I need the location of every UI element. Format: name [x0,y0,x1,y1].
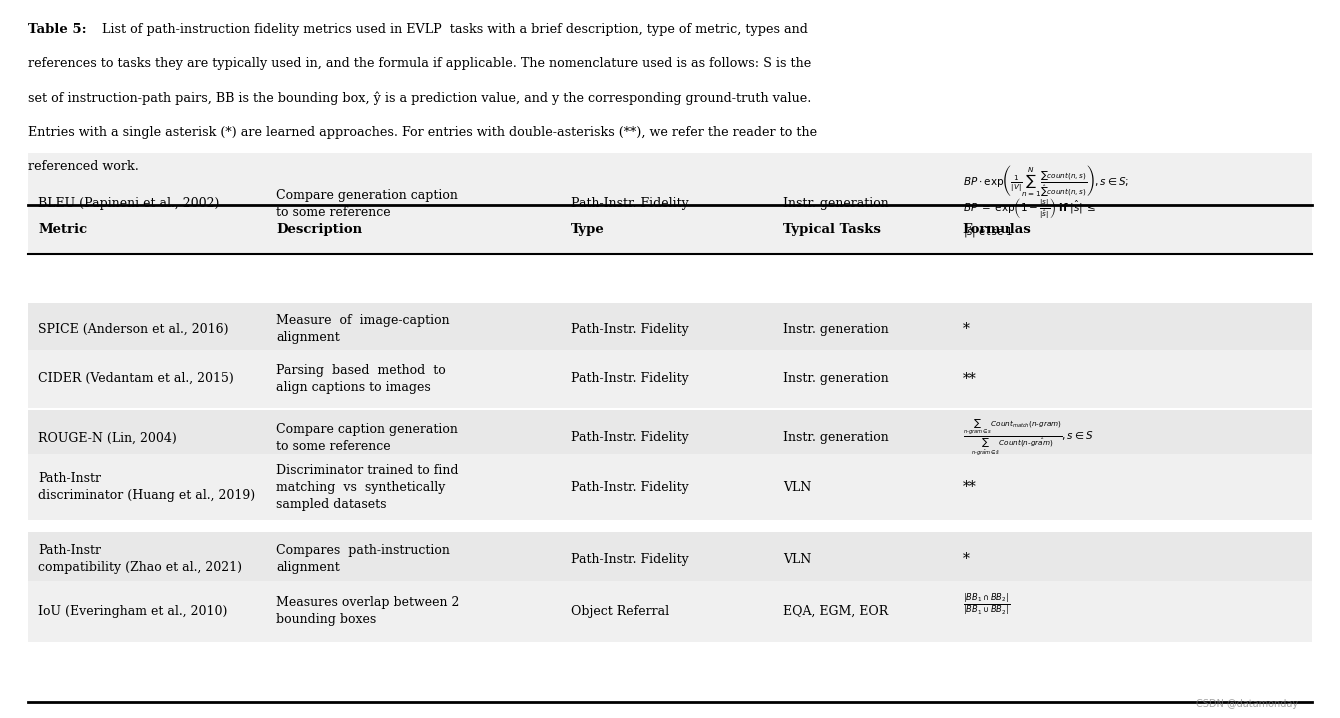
Text: $BP \cdot \exp\!\left(\frac{1}{|V|}\sum_{n=1}^{N} \frac{\sum count(n,s)}{\hat{\s: $BP \cdot \exp\!\left(\frac{1}{|V|}\sum_… [962,164,1128,200]
Text: Instr. generation: Instr. generation [783,323,888,336]
Text: Table 5:: Table 5: [28,23,87,36]
Text: VLN: VLN [783,553,811,566]
FancyBboxPatch shape [28,350,1312,408]
Text: EQA, EGM, EOR: EQA, EGM, EOR [783,605,888,617]
Text: **: ** [962,480,977,494]
FancyBboxPatch shape [28,411,1312,465]
Text: Path-Instr. Fidelity: Path-Instr. Fidelity [571,432,689,444]
Text: Formulas: Formulas [962,223,1032,236]
Text: Object Referral: Object Referral [571,605,669,617]
Text: CSDN @datamonday: CSDN @datamonday [1197,699,1298,709]
Text: SPICE (Anderson et al., 2016): SPICE (Anderson et al., 2016) [39,323,229,336]
Text: **: ** [962,372,977,386]
Text: Metric: Metric [39,223,87,236]
Text: IoU (Everingham et al., 2010): IoU (Everingham et al., 2010) [39,605,228,617]
Text: Description: Description [276,223,362,236]
Text: Instr. generation: Instr. generation [783,432,888,444]
Text: Path-Instr
compatibility (Zhao et al., 2021): Path-Instr compatibility (Zhao et al., 2… [39,544,243,574]
Text: List of path-instruction fidelity metrics used in EVLP  tasks with a brief descr: List of path-instruction fidelity metric… [102,23,808,36]
Text: Typical Tasks: Typical Tasks [783,223,880,236]
FancyBboxPatch shape [28,454,1312,521]
Text: Measure  of  image-caption
alignment: Measure of image-caption alignment [276,314,449,345]
Text: Instr. generation: Instr. generation [783,372,888,385]
FancyBboxPatch shape [28,532,1312,587]
Text: Path-Instr. Fidelity: Path-Instr. Fidelity [571,323,689,336]
Text: ROUGE-N (Lin, 2004): ROUGE-N (Lin, 2004) [39,432,177,444]
Text: Compares  path-instruction
alignment: Compares path-instruction alignment [276,544,450,574]
Text: Entries with a single asterisk (*) are learned approaches. For entries with doub: Entries with a single asterisk (*) are l… [28,126,817,139]
Text: Instr. generation: Instr. generation [783,197,888,210]
FancyBboxPatch shape [28,153,1312,254]
Text: set of instruction-path pairs, BB is the bounding box, ŷ is a prediction value, : set of instruction-path pairs, BB is the… [28,91,812,105]
Text: $\frac{\sum_{n\text{-}gram\in s}Count_{match}(n\text{-}gram)}{\sum_{n\text{-}\ha: $\frac{\sum_{n\text{-}gram\in s}Count_{m… [962,417,1093,458]
Text: BLEU (Papineni et al., 2002): BLEU (Papineni et al., 2002) [39,197,220,210]
FancyBboxPatch shape [28,581,1312,642]
Text: CIDER (Vedantam et al., 2015): CIDER (Vedantam et al., 2015) [39,372,234,385]
Text: Path-Instr. Fidelity: Path-Instr. Fidelity [571,553,689,566]
Text: Path-Instr. Fidelity: Path-Instr. Fidelity [571,197,689,210]
Text: Path-Instr. Fidelity: Path-Instr. Fidelity [571,372,689,385]
FancyBboxPatch shape [28,304,1312,355]
Text: VLN: VLN [783,480,811,493]
Text: Type: Type [571,223,604,236]
Text: Compare caption generation
to some reference: Compare caption generation to some refer… [276,423,458,453]
Text: Compare generation caption
to some reference: Compare generation caption to some refer… [276,189,458,219]
Text: *: * [962,322,970,337]
Text: referenced work.: referenced work. [28,160,139,173]
Text: Parsing  based  method  to
align captions to images: Parsing based method to align captions t… [276,363,446,393]
Text: $\frac{|BB_1 \cap BB_2|}{|BB_1 \cup BB_2|}$: $\frac{|BB_1 \cap BB_2|}{|BB_1 \cup BB_2… [962,591,1010,617]
Text: Measures overlap between 2
bounding boxes: Measures overlap between 2 bounding boxe… [276,596,460,626]
Text: Path-Instr
discriminator (Huang et al., 2019): Path-Instr discriminator (Huang et al., … [39,472,256,502]
Text: $|s|\; \mathtt{else}\; 1$: $|s|\; \mathtt{else}\; 1$ [962,225,1013,239]
Text: Path-Instr. Fidelity: Path-Instr. Fidelity [571,480,689,493]
Text: *: * [962,552,970,567]
Text: $BP \;=\; \exp\!\left(1 - \frac{|s|}{|\hat{s}|}\right)\; \mathbf{if}\; |\hat{s}|: $BP \;=\; \exp\!\left(1 - \frac{|s|}{|\h… [962,197,1096,221]
Text: Discriminator trained to find
matching  vs  synthetically
sampled datasets: Discriminator trained to find matching v… [276,464,458,510]
Text: references to tasks they are typically used in, and the formula if applicable. T: references to tasks they are typically u… [28,57,812,70]
